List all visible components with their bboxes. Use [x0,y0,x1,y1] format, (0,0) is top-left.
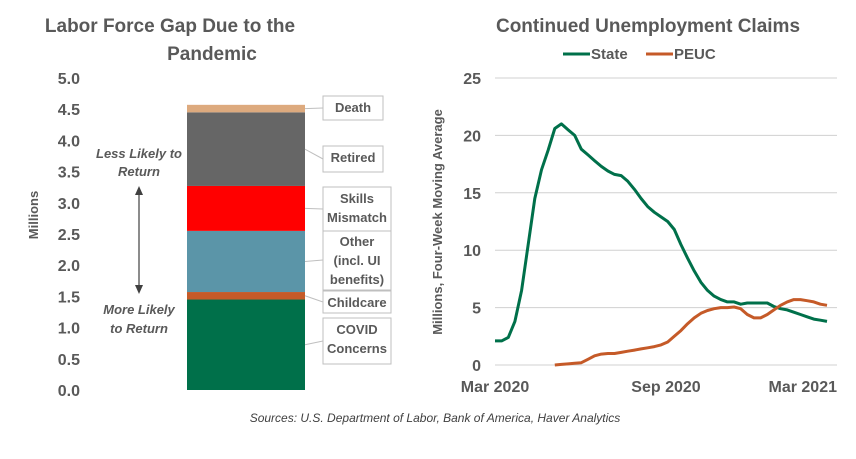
callout-leader-line [304,295,324,303]
right-y-axis-ticks: 0 5 10 15 20 25 [463,71,481,375]
callout-leader-line [304,340,324,346]
callout-skills-mismatch: Skills Mismatch [304,186,392,232]
unemployment-claims-chart: Continued Unemployment Claims State PEUC… [430,16,837,396]
arrow-up-icon [135,186,143,195]
legend-label-state: State [591,46,628,63]
y-tick-label: 3.0 [58,196,80,213]
bar-segment-death [187,104,305,113]
y-tick-label: 0 [472,358,481,375]
right-y-axis-title: Millions, Four-Week Moving Average [430,109,445,335]
callout-box [322,317,392,365]
bar-segment-skills-mismatch [187,185,305,231]
callout-label: Childcare [327,295,386,310]
series-line-peuc [554,298,828,367]
annotation-more-likely-line-2: to Return [110,321,168,336]
stacked-bar [187,104,305,390]
y-tick-label: 3.5 [58,165,80,182]
legend: State PEUC [563,46,716,63]
callout-leader-line [304,107,324,110]
x-tick-label: Mar 2020 [461,379,530,396]
callout-box [322,95,384,121]
left-title-line-2: Pandemic [167,44,257,65]
bar-segment-retired [187,112,305,186]
y-tick-label: 0.5 [58,352,80,369]
callout-box [322,145,384,173]
arrow-down-icon [135,285,143,294]
series-lines [495,122,828,367]
labor-force-gap-chart: Labor Force Gap Due to the Pandemic 0.00… [26,16,392,400]
callout-label: Retired [331,150,376,165]
callout-label: Skills [340,191,374,206]
callout-retired: Retired [304,145,384,173]
annotation-less-likely-line-1: Less Likely to [96,146,182,161]
series-line-state [495,122,828,343]
y-tick-label: 5.0 [58,71,80,88]
callout-label: Concerns [327,341,387,356]
x-tick-label: Sep 2020 [631,379,700,396]
y-tick-label: 1.0 [58,321,80,338]
y-tick-label: 4.0 [58,133,80,150]
callout-label: Mismatch [327,210,387,225]
bar-segment-childcare [187,292,305,300]
y-tick-label: 1.5 [58,289,80,306]
left-y-axis-ticks: 0.0 0.5 1.0 1.5 2.0 2.5 3.0 3.5 4.0 4.5 5.0 [58,71,80,400]
callout-leader-line [304,207,324,210]
y-tick-label: 2.5 [58,227,80,244]
callout-leader-line [304,148,324,160]
callout-other-incl-ui-benefits: Other (incl. UI benefits) [304,229,392,291]
y-tick-label: 0.0 [58,383,80,400]
y-tick-label: 25 [463,71,481,88]
callout-box [322,186,392,232]
y-tick-label: 15 [463,186,481,203]
left-title-line-1: Labor Force Gap Due to the [45,16,295,37]
callout-label: Death [335,100,371,115]
callout-box [322,290,392,314]
right-title: Continued Unemployment Claims [496,16,800,37]
bar-segment-covid-concerns [187,299,305,390]
left-y-axis-title: Millions [26,191,41,239]
callout-childcare: Childcare [304,290,392,314]
annotation-more-likely-line-1: More Likely [103,302,175,317]
callout-label: Other [340,234,375,249]
callout-leader-line [304,259,324,262]
y-tick-label: 10 [463,243,481,260]
callout-covid-concerns: COVID Concerns [304,317,392,365]
source-note: Sources: U.S. Department of Labor, Bank … [250,411,621,425]
likelihood-annotation: Less Likely to Return More Likely to Ret… [96,146,182,336]
right-x-axis-ticks: Mar 2020 Sep 2020 Mar 2021 [461,379,837,396]
x-tick-label: Mar 2021 [769,379,838,396]
y-tick-label: 2.0 [58,258,80,275]
segment-callouts: COVID Concerns Childcare Other (incl. UI bene… [304,95,392,365]
callout-label: (incl. UI [334,253,381,268]
callout-death: Death [304,95,384,121]
callout-label: benefits) [330,272,384,287]
bar-segment-other-incl-ui-benefits [187,230,305,293]
annotation-less-likely-line-2: Return [118,164,160,179]
y-tick-label: 5 [472,301,481,318]
callout-label: COVID [336,322,377,337]
legend-label-peuc: PEUC [674,46,716,63]
y-tick-label: 20 [463,128,481,145]
y-tick-label: 4.5 [58,102,80,119]
